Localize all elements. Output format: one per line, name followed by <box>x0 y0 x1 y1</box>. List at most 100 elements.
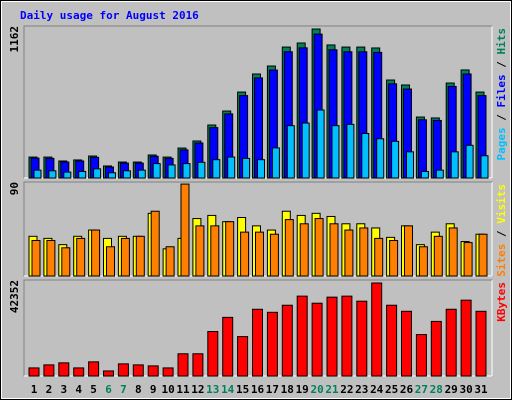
bar <box>450 151 459 179</box>
bar <box>475 310 487 377</box>
x-tick-label: 15 <box>236 383 249 396</box>
x-tick-label: 9 <box>150 383 157 396</box>
bar <box>311 302 323 377</box>
bar <box>480 155 489 179</box>
bar <box>465 144 474 179</box>
bar <box>281 304 293 377</box>
bar <box>242 157 251 179</box>
bar <box>61 247 71 277</box>
x-tick-label: 18 <box>281 383 294 396</box>
bar <box>432 119 442 179</box>
legend-separator: / <box>495 55 508 75</box>
bar <box>326 296 338 377</box>
legend-entry: Sites <box>495 244 508 277</box>
bar <box>418 246 428 277</box>
bar <box>463 242 473 277</box>
bar <box>433 235 443 277</box>
bar <box>255 231 264 277</box>
bar <box>316 109 325 179</box>
legend-separator: / <box>495 224 508 244</box>
bar <box>46 239 56 277</box>
bar <box>78 170 87 179</box>
bar <box>63 171 72 179</box>
x-tick-label: 13 <box>206 383 219 396</box>
bar <box>58 362 70 377</box>
bar <box>296 295 308 377</box>
bar <box>445 308 457 377</box>
x-tick-label: 8 <box>135 383 142 396</box>
bar <box>269 233 279 277</box>
bar <box>222 316 234 377</box>
x-tick-label: 2 <box>46 383 53 396</box>
bar <box>401 310 412 377</box>
bar <box>197 161 206 179</box>
bar <box>192 353 204 377</box>
bar <box>48 170 57 179</box>
legend-entry: Files <box>495 74 508 107</box>
x-tick-label: 12 <box>191 383 204 396</box>
y-tick-label: 1162 <box>8 26 21 53</box>
bar <box>299 223 309 277</box>
bar <box>106 246 115 277</box>
bar <box>417 119 427 179</box>
legend-separator: / <box>495 108 508 128</box>
chart-title: Daily usage for August 2016 <box>20 9 199 22</box>
legend: Sites / Visits <box>495 184 508 277</box>
bar <box>389 239 399 277</box>
bar <box>386 304 398 377</box>
bar <box>132 364 144 377</box>
bar <box>329 223 339 277</box>
x-tick-label: 28 <box>430 383 443 396</box>
bar <box>284 219 294 277</box>
x-tick-label: 17 <box>266 383 279 396</box>
legend-entry: Hits <box>495 28 508 55</box>
x-tick-label: 26 <box>400 383 414 396</box>
bar <box>448 227 458 277</box>
x-tick-label: 20 <box>310 383 323 396</box>
bar <box>147 365 159 377</box>
x-tick-label: 24 <box>370 383 384 396</box>
bar <box>137 169 146 179</box>
bar <box>376 138 385 179</box>
x-tick-label: 23 <box>355 383 368 396</box>
legend-entry: Visits <box>495 184 508 224</box>
x-tick-label: 31 <box>474 383 488 396</box>
x-tick-label: 7 <box>120 383 127 396</box>
bar <box>28 367 40 377</box>
bar <box>374 237 384 277</box>
bar <box>257 159 265 179</box>
bar <box>344 229 354 277</box>
bar <box>182 163 191 179</box>
x-tick-label: 19 <box>296 383 309 396</box>
bar <box>93 168 102 179</box>
bar <box>135 235 145 277</box>
bar <box>331 125 340 179</box>
bar <box>346 123 355 179</box>
x-tick-label: 14 <box>221 383 235 396</box>
x-tick-label: 3 <box>60 383 67 396</box>
bar <box>120 237 130 277</box>
bar <box>207 331 219 377</box>
x-tick-label: 21 <box>325 383 339 396</box>
bar <box>88 361 100 377</box>
bar <box>177 353 189 377</box>
bar <box>406 151 414 179</box>
bar <box>225 221 235 277</box>
bar <box>252 308 263 377</box>
bar <box>391 140 400 179</box>
bar <box>122 170 131 179</box>
bar <box>165 246 175 277</box>
bar <box>240 231 250 277</box>
bar <box>301 122 310 179</box>
bar <box>73 367 85 377</box>
y-tick-label: 90 <box>8 182 21 195</box>
bar <box>31 239 41 277</box>
x-tick-label: 25 <box>385 383 398 396</box>
bar <box>359 227 369 277</box>
bar <box>150 210 160 277</box>
x-tick-label: 16 <box>251 383 265 396</box>
bar <box>117 363 129 377</box>
bar <box>430 320 442 377</box>
bar <box>286 125 295 179</box>
